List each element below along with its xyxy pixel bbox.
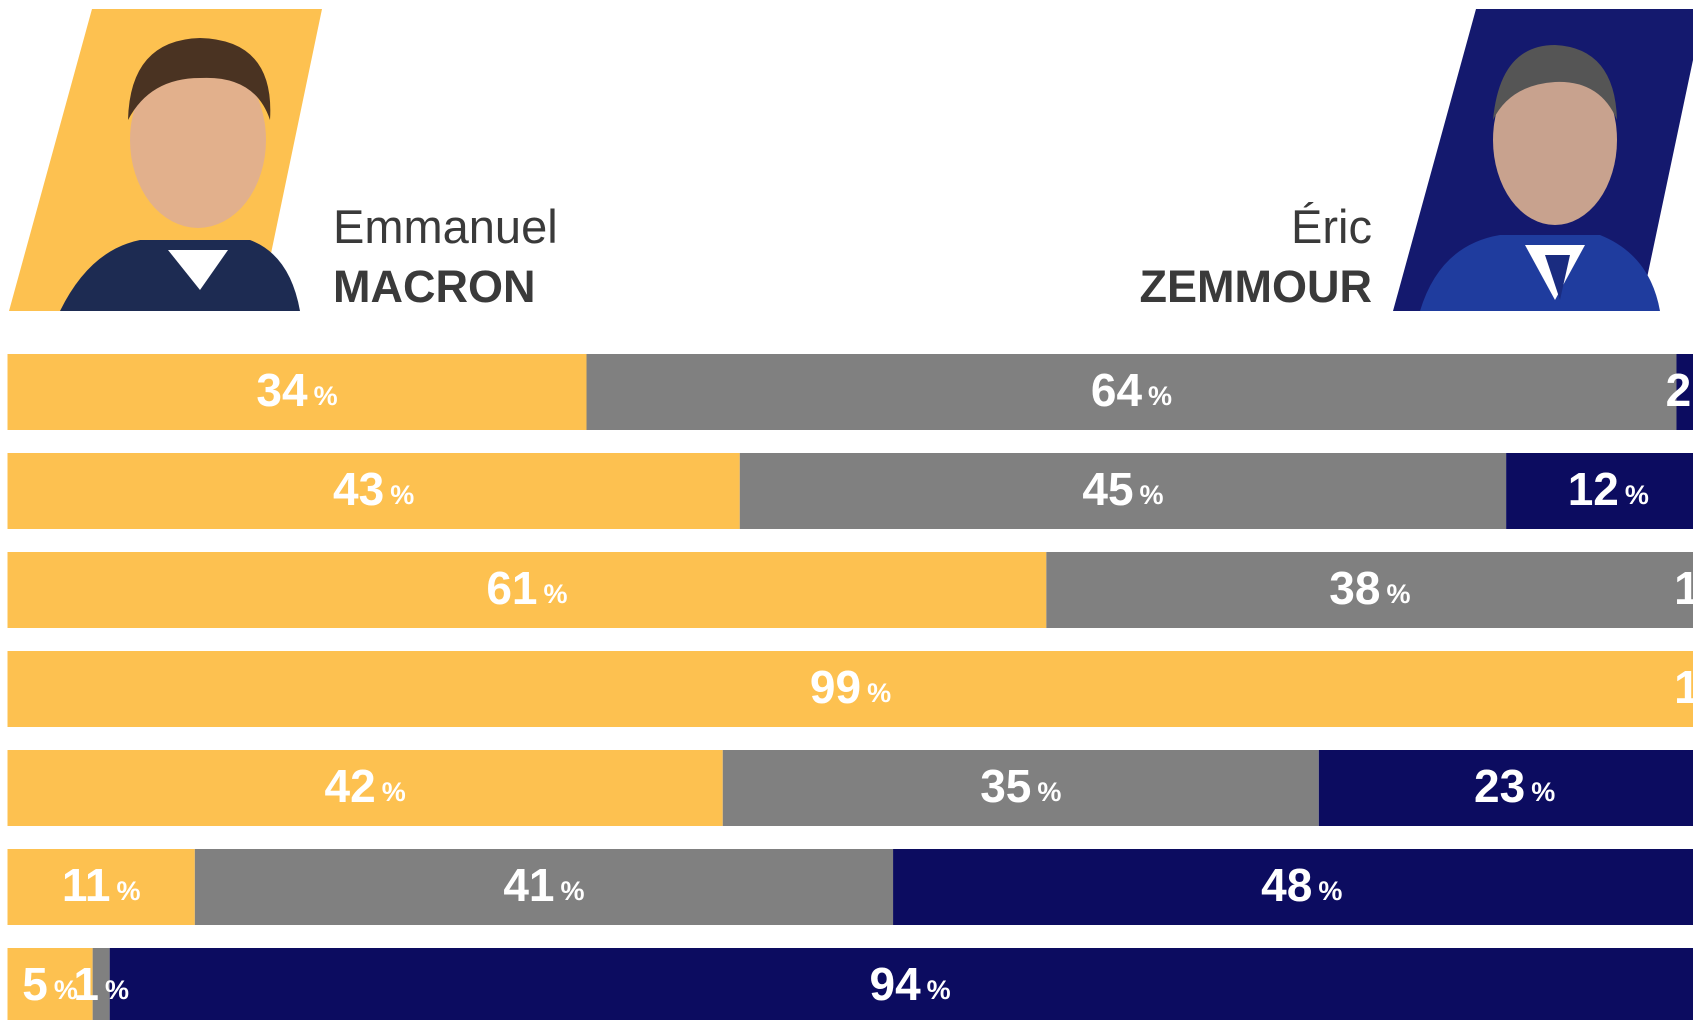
value-unit: %: [543, 579, 567, 609]
value-number: 11: [62, 859, 111, 911]
value-number: 94: [869, 958, 921, 1010]
value-number: 45: [1082, 463, 1133, 515]
value-number: 23: [1474, 760, 1525, 812]
right-first-name: Éric: [1291, 200, 1372, 253]
value-unit: %: [382, 777, 406, 807]
value-unit: %: [314, 381, 338, 411]
value-number: 42: [325, 760, 376, 812]
value-number: 38: [1329, 562, 1380, 614]
value-unit: %: [1148, 381, 1172, 411]
value-unit: %: [116, 876, 140, 906]
value-number: 34: [256, 364, 308, 416]
value-number: 1: [1674, 562, 1693, 614]
value-label: 1%: [1674, 562, 1693, 614]
value-number: 41: [503, 859, 554, 911]
chart: Emmanuel MACRON Éric ZEMMOUR 34%64%2%43%…: [0, 0, 1693, 1020]
value-unit: %: [1625, 480, 1649, 510]
right-last-name: ZEMMOUR: [1140, 261, 1372, 312]
value-number: 5: [22, 958, 48, 1010]
value-number: 99: [810, 661, 861, 713]
value-number: 1: [1674, 661, 1693, 713]
value-label: 1%: [1674, 661, 1693, 713]
value-unit: %: [1318, 876, 1342, 906]
value-number: 61: [486, 562, 537, 614]
value-unit: %: [1386, 579, 1410, 609]
value-unit: %: [1531, 777, 1555, 807]
value-unit: %: [927, 975, 951, 1005]
left-first-name: Emmanuel: [333, 200, 558, 253]
value-unit: %: [1037, 777, 1061, 807]
value-number: 35: [980, 760, 1031, 812]
left-last-name: MACRON: [333, 261, 535, 312]
value-number: 48: [1261, 859, 1312, 911]
value-label: 2%: [1666, 364, 1693, 416]
value-unit: %: [561, 876, 585, 906]
value-number: 12: [1568, 463, 1619, 515]
value-unit: %: [105, 975, 129, 1005]
value-number: 43: [333, 463, 384, 515]
value-number: 1: [73, 958, 99, 1010]
value-number: 64: [1091, 364, 1143, 416]
value-number: 2: [1666, 364, 1692, 416]
value-unit: %: [867, 678, 891, 708]
value-unit: %: [1140, 480, 1164, 510]
value-unit: %: [390, 480, 414, 510]
